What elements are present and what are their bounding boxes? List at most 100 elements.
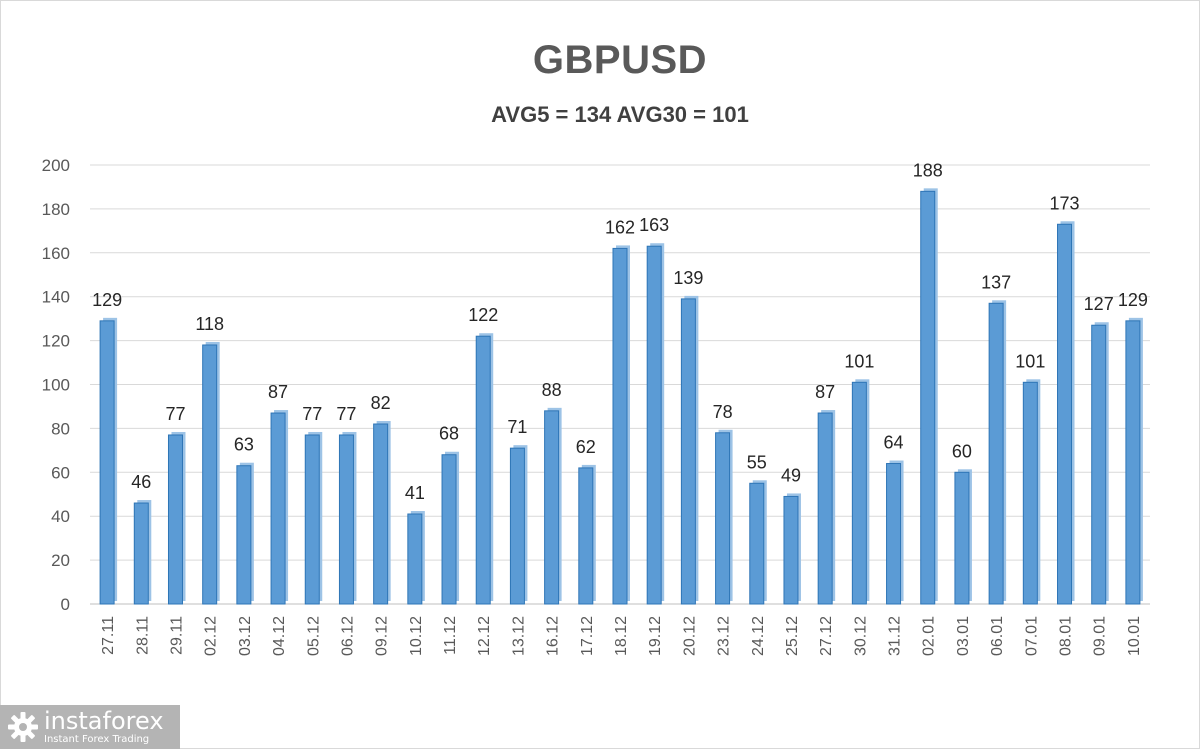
- y-tick-label: 80: [51, 419, 70, 438]
- x-tick-label: 13.12: [510, 616, 527, 656]
- x-tick-label: 03.01: [955, 616, 972, 656]
- x-tick-label: 10.12: [408, 616, 425, 656]
- x-tick-label: 27.11: [100, 616, 117, 655]
- bar: [99, 320, 115, 605]
- x-tick-label: 20.12: [681, 616, 698, 656]
- bar: [1057, 223, 1073, 605]
- bar: [1125, 320, 1141, 605]
- data-label: 129: [1118, 290, 1148, 310]
- watermark-logo: instaforex Instant Forex Trading: [0, 705, 180, 749]
- y-tick-label: 100: [42, 376, 70, 395]
- data-label: 49: [781, 465, 801, 485]
- bar: [167, 434, 183, 605]
- x-tick-label: 30.12: [852, 616, 869, 656]
- bar: [646, 245, 662, 605]
- bar: [544, 410, 560, 605]
- x-tick-label: 23.12: [716, 616, 733, 656]
- data-label: 41: [405, 483, 425, 503]
- bar: [988, 302, 1004, 605]
- data-label: 78: [713, 402, 733, 422]
- x-tick-label: 10.01: [1126, 616, 1143, 656]
- data-label: 188: [913, 160, 943, 180]
- data-label: 137: [981, 272, 1011, 292]
- bar: [886, 463, 902, 605]
- data-label: 173: [1049, 193, 1079, 213]
- y-tick-label: 40: [51, 507, 70, 526]
- x-tick-label: 12.12: [476, 616, 493, 656]
- data-label: 88: [542, 380, 562, 400]
- data-label: 55: [747, 452, 767, 472]
- x-tick-label: 17.12: [579, 616, 596, 656]
- bar: [749, 482, 765, 605]
- x-axis-ticks: 27.11 28.11 29.11 02.12 03.12 04.12 05.12 06.12…: [100, 616, 1143, 656]
- bar: [1022, 381, 1038, 605]
- bar: [578, 467, 594, 605]
- data-label: 101: [1015, 351, 1045, 371]
- data-label: 87: [268, 382, 288, 402]
- x-tick-label: 11.12: [442, 616, 459, 655]
- data-label: 139: [673, 268, 703, 288]
- bar: [851, 381, 867, 605]
- x-tick-label: 07.01: [1023, 616, 1040, 656]
- x-tick-label: 27.12: [818, 616, 835, 656]
- data-label: 129: [92, 290, 122, 310]
- x-tick-label: 18.12: [613, 616, 630, 656]
- data-label: 101: [844, 351, 874, 371]
- y-tick-label: 160: [42, 244, 70, 263]
- x-tick-label: 25.12: [784, 616, 801, 656]
- x-tick-label: 08.01: [1058, 616, 1075, 656]
- bar: [680, 298, 696, 605]
- bar: [920, 190, 936, 605]
- x-tick-label: 06.01: [989, 616, 1006, 656]
- x-tick-label: 09.12: [374, 616, 391, 656]
- y-tick-label: 200: [42, 156, 70, 175]
- data-label: 127: [1084, 294, 1114, 314]
- data-label: 77: [165, 404, 185, 424]
- y-tick-label: 0: [61, 595, 70, 614]
- bar: [338, 434, 354, 605]
- y-tick-label: 60: [51, 463, 70, 482]
- data-label: 87: [815, 382, 835, 402]
- x-tick-label: 04.12: [271, 616, 288, 656]
- x-tick-label: 28.11: [134, 616, 151, 655]
- data-label: 163: [639, 215, 669, 235]
- bars: [99, 188, 1143, 605]
- y-tick-label: 180: [42, 200, 70, 219]
- x-tick-label: 19.12: [647, 616, 664, 656]
- data-label: 82: [371, 393, 391, 413]
- bar: [270, 412, 286, 605]
- gear-logo-icon: [8, 712, 38, 742]
- data-labels: 129 46 77 118 63 87 77 77 82 41 68 122 71 88 62 162 163 1…: [92, 160, 1148, 503]
- logo-name: instaforex: [44, 707, 164, 735]
- x-tick-label: 06.12: [339, 616, 356, 656]
- data-label: 62: [576, 437, 596, 457]
- x-tick-label: 05.12: [305, 616, 322, 656]
- data-label: 77: [336, 404, 356, 424]
- data-label: 46: [131, 472, 151, 492]
- bar: [441, 454, 457, 605]
- bar: [817, 412, 833, 605]
- y-tick-label: 20: [51, 551, 70, 570]
- bar: [715, 432, 731, 605]
- chart-title: GBPUSD: [532, 38, 708, 82]
- bar: [133, 502, 149, 605]
- data-label: 60: [952, 441, 972, 461]
- data-label: 64: [884, 433, 904, 453]
- bar: [407, 513, 423, 605]
- y-tick-label: 140: [42, 288, 70, 307]
- bar: [612, 247, 628, 605]
- chart-subtitle: AVG5 = 134 AVG30 = 101: [491, 102, 749, 127]
- x-tick-label: 09.01: [1092, 616, 1109, 656]
- data-label: 162: [605, 217, 635, 237]
- bar: [236, 465, 252, 605]
- x-tick-label: 16.12: [545, 616, 562, 656]
- y-axis-ticks: 0 20 40 60 80 100 120 140 160 180 200: [42, 156, 70, 614]
- data-label: 77: [302, 404, 322, 424]
- bar: [475, 335, 491, 605]
- bar: [202, 344, 218, 605]
- bar: [373, 423, 389, 605]
- bar: [954, 471, 970, 605]
- bar: [509, 447, 525, 605]
- x-tick-label: 24.12: [750, 616, 767, 656]
